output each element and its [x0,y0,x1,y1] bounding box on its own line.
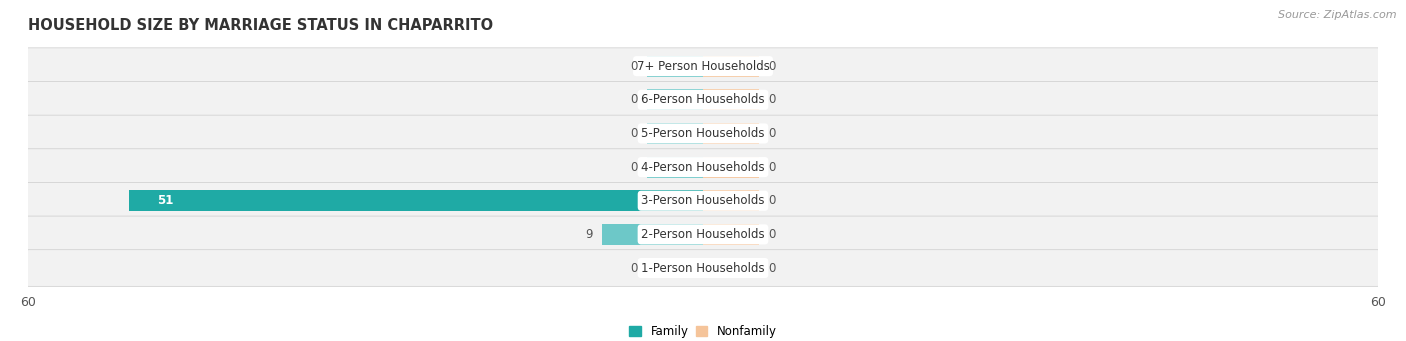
Text: 9: 9 [585,228,593,241]
FancyBboxPatch shape [28,48,1378,85]
FancyBboxPatch shape [28,81,1378,118]
Text: 0: 0 [768,127,776,140]
Text: Source: ZipAtlas.com: Source: ZipAtlas.com [1278,10,1396,20]
FancyBboxPatch shape [28,182,1378,219]
Text: 6-Person Households: 6-Person Households [641,93,765,106]
Bar [703,89,759,110]
Bar [647,257,703,279]
Bar [703,56,759,77]
Bar [703,123,759,144]
FancyBboxPatch shape [28,149,1378,186]
Bar [703,224,759,245]
Bar [647,89,703,110]
Legend: Family, Nonfamily: Family, Nonfamily [624,321,782,341]
Text: 5-Person Households: 5-Person Households [641,127,765,140]
Text: 4-Person Households: 4-Person Households [641,161,765,174]
Text: 0: 0 [630,262,638,275]
Bar [703,257,759,279]
FancyBboxPatch shape [28,216,1378,253]
Text: 1-Person Households: 1-Person Households [641,262,765,275]
FancyBboxPatch shape [28,115,1378,152]
Text: HOUSEHOLD SIZE BY MARRIAGE STATUS IN CHAPARRITO: HOUSEHOLD SIZE BY MARRIAGE STATUS IN CHA… [28,18,494,33]
Text: 0: 0 [768,60,776,73]
Bar [647,56,703,77]
Text: 0: 0 [768,262,776,275]
FancyBboxPatch shape [28,250,1378,286]
Text: 7+ Person Households: 7+ Person Households [637,60,769,73]
Bar [647,157,703,178]
Text: 0: 0 [768,161,776,174]
Bar [602,224,703,245]
Text: 2-Person Households: 2-Person Households [641,228,765,241]
Text: 0: 0 [630,93,638,106]
Bar [129,190,703,211]
Text: 0: 0 [630,60,638,73]
Text: 0: 0 [768,228,776,241]
Text: 3-Person Households: 3-Person Households [641,194,765,207]
Text: 51: 51 [157,194,174,207]
Bar [703,190,759,211]
Text: 0: 0 [768,93,776,106]
Text: 0: 0 [630,127,638,140]
Text: 0: 0 [768,194,776,207]
Text: 0: 0 [630,161,638,174]
Bar [703,157,759,178]
Bar [647,123,703,144]
